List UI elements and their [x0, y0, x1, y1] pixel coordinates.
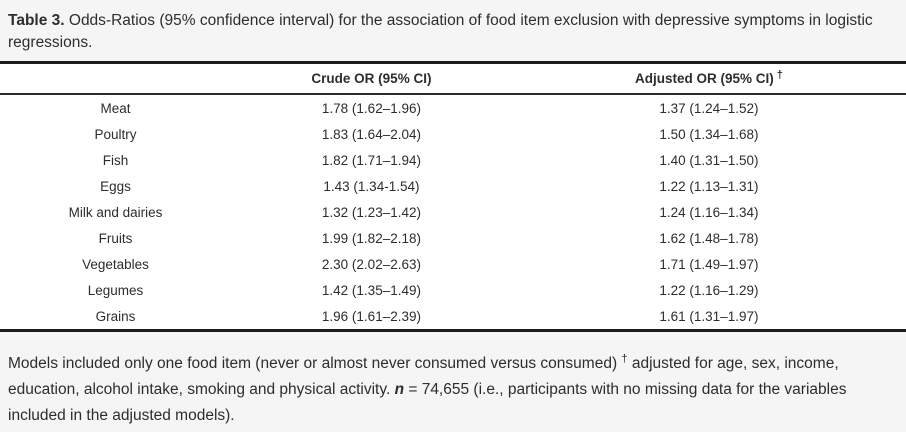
table-caption-text: Odds-Ratios (95% confidence interval) fo… [8, 12, 873, 51]
table-row: Legumes 1.42 (1.35–1.49) 1.22 (1.16–1.29… [0, 277, 906, 303]
table-header: Crude OR (95% CI) Adjusted OR (95% CI) † [0, 62, 906, 95]
crude-or-value: 2.30 (2.02–2.63) [321, 256, 421, 272]
table-row: Grains 1.96 (1.61–2.39) 1.61 (1.31–1.97) [0, 303, 906, 331]
adjusted-or-value: 1.40 (1.31–1.50) [659, 152, 759, 168]
crude-or-value: 1.42 (1.35–1.49) [321, 282, 421, 298]
table-row: Poultry 1.83 (1.64–2.04) 1.50 (1.34–1.68… [0, 121, 906, 147]
footnote-text-3: = 74,655 (i.e., participants with no mis… [8, 381, 847, 424]
table-footnote: Models included only one food item (neve… [0, 332, 906, 429]
footnote-dagger: † [621, 352, 628, 365]
table-row: Milk and dairies 1.32 (1.23–1.42) 1.24 (… [0, 199, 906, 225]
food-item-label: Grains [95, 308, 136, 324]
footnote-n-symbol: n [394, 381, 405, 398]
food-item-label: Vegetables [82, 256, 149, 272]
food-item-label: Fruits [98, 230, 133, 246]
adjusted-or-value: 1.22 (1.16–1.29) [659, 282, 759, 298]
footnote-text-2: adjusted for age, sex, income, education… [8, 355, 839, 398]
table-row: Fish 1.82 (1.71–1.94) 1.40 (1.31–1.50) [0, 147, 906, 173]
table-row: Fruits 1.99 (1.82–2.18) 1.62 (1.48–1.78) [0, 225, 906, 251]
food-item-label: Milk and dairies [68, 204, 163, 220]
header-crude-or: Crude OR (95% CI) [231, 62, 512, 95]
adjusted-or-value: 1.24 (1.16–1.34) [659, 204, 759, 220]
header-adjusted-or: Adjusted OR (95% CI) † [511, 62, 906, 95]
crude-or-value: 1.96 (1.61–2.39) [321, 308, 421, 324]
food-item-label: Fish [102, 152, 129, 168]
header-row: Crude OR (95% CI) Adjusted OR (95% CI) † [0, 62, 906, 95]
header-dagger: † [776, 68, 783, 81]
crude-or-value: 1.99 (1.82–2.18) [321, 230, 421, 246]
crude-or-value: 1.82 (1.71–1.94) [321, 152, 421, 168]
adjusted-or-value: 1.50 (1.34–1.68) [659, 126, 759, 142]
table-caption-number: Table 3. [8, 12, 65, 29]
table-row: Eggs 1.43 (1.34-1.54) 1.22 (1.13–1.31) [0, 173, 906, 199]
crude-or-value: 1.32 (1.23–1.42) [321, 204, 421, 220]
food-item-label: Meat [100, 100, 131, 116]
food-item-label: Legumes [87, 282, 144, 298]
adjusted-or-value: 1.71 (1.49–1.97) [659, 256, 759, 272]
adjusted-or-value: 1.22 (1.13–1.31) [659, 178, 759, 194]
odds-ratio-table: Crude OR (95% CI) Adjusted OR (95% CI) † … [0, 61, 906, 332]
header-adjusted-or-label: Adjusted OR (95% CI) [634, 71, 774, 86]
adjusted-or-value: 1.62 (1.48–1.78) [659, 230, 759, 246]
crude-or-value: 1.83 (1.64–2.04) [321, 126, 421, 142]
table-caption: Table 3. Odds-Ratios (95% confidence int… [0, 0, 906, 54]
adjusted-or-value: 1.61 (1.31–1.97) [659, 308, 759, 324]
food-item-label: Poultry [94, 126, 137, 142]
adjusted-or-value: 1.37 (1.24–1.52) [659, 100, 759, 116]
table-body: Meat 1.78 (1.62–1.96) 1.37 (1.24–1.52) P… [0, 94, 906, 331]
header-item-column [0, 62, 232, 95]
table-row: Meat 1.78 (1.62–1.96) 1.37 (1.24–1.52) [0, 94, 906, 121]
food-item-label: Eggs [100, 178, 131, 194]
table-row: Vegetables 2.30 (2.02–2.63) 1.71 (1.49–1… [0, 251, 906, 277]
crude-or-value: 1.43 (1.34-1.54) [323, 178, 420, 194]
crude-or-value: 1.78 (1.62–1.96) [321, 100, 421, 116]
footnote-text-1: Models included only one food item (neve… [8, 355, 622, 372]
